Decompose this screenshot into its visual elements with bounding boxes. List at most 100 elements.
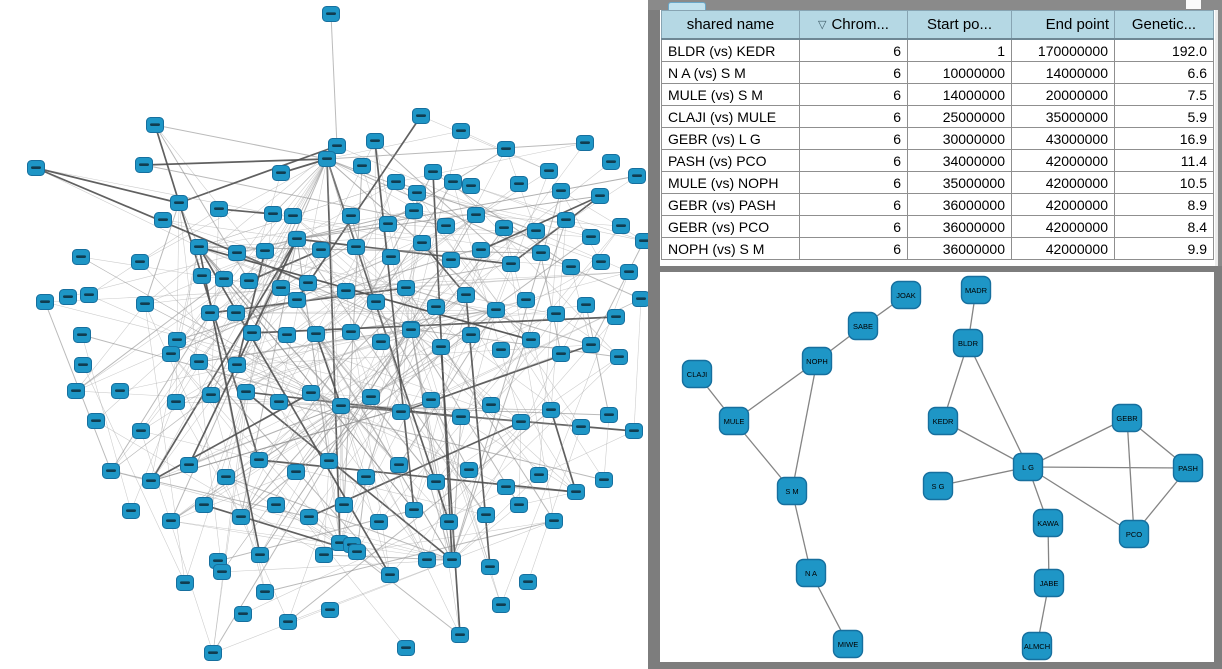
network-node[interactable] xyxy=(592,254,610,270)
network-node[interactable] xyxy=(612,218,630,234)
network-node[interactable] xyxy=(379,216,397,232)
network-node[interactable] xyxy=(552,183,570,199)
network-node-claji[interactable]: CLAJI xyxy=(681,359,713,389)
network-node[interactable] xyxy=(288,292,306,308)
network-node[interactable] xyxy=(495,220,513,236)
cell-shared-name[interactable]: MULE (vs) S M xyxy=(661,83,800,106)
network-node[interactable] xyxy=(256,584,274,600)
network-node[interactable] xyxy=(442,252,460,268)
network-node[interactable] xyxy=(256,243,274,259)
network-node[interactable] xyxy=(492,342,510,358)
network-node-pco[interactable]: PCO xyxy=(1118,519,1150,549)
cell-value[interactable]: 42000000 xyxy=(1011,149,1115,172)
cell-value[interactable]: 35000000 xyxy=(1011,105,1115,128)
network-node[interactable] xyxy=(547,306,565,322)
network-node[interactable] xyxy=(328,138,346,154)
network-node[interactable] xyxy=(162,346,180,362)
cell-value[interactable]: 6 xyxy=(799,171,908,194)
network-node[interactable] xyxy=(201,305,219,321)
network-node[interactable] xyxy=(372,334,390,350)
network-node[interactable] xyxy=(264,206,282,222)
table-row[interactable]: GEBR (vs) PCO 6 36000000 42000000 8.4 xyxy=(661,215,1214,238)
network-node[interactable] xyxy=(36,294,54,310)
network-node[interactable] xyxy=(322,6,340,22)
network-node[interactable] xyxy=(387,174,405,190)
cell-value[interactable]: 14000000 xyxy=(907,83,1012,106)
network-node[interactable] xyxy=(237,384,255,400)
cell-value[interactable]: 42000000 xyxy=(1011,171,1115,194)
network-node[interactable] xyxy=(405,203,423,219)
network-node[interactable] xyxy=(497,479,515,495)
network-node[interactable] xyxy=(390,457,408,473)
network-node[interactable] xyxy=(367,294,385,310)
network-node[interactable] xyxy=(195,497,213,513)
network-node[interactable] xyxy=(312,242,330,258)
network-node[interactable] xyxy=(595,472,613,488)
network-node[interactable] xyxy=(204,645,222,661)
cell-value[interactable]: 6 xyxy=(799,83,908,106)
network-node[interactable] xyxy=(353,158,371,174)
network-node[interactable] xyxy=(381,567,399,583)
network-node[interactable] xyxy=(413,235,431,251)
cell-shared-name[interactable]: GEBR (vs) PCO xyxy=(661,215,800,238)
network-node-n-a[interactable]: N A xyxy=(795,558,827,588)
cell-value[interactable]: 43000000 xyxy=(1011,127,1115,150)
network-node[interactable] xyxy=(572,419,590,435)
network-node-almch[interactable]: ALMCH xyxy=(1021,631,1053,661)
network-node[interactable] xyxy=(243,325,261,341)
network-node-s-g[interactable]: S G xyxy=(922,471,954,501)
network-node[interactable] xyxy=(620,264,638,280)
network-node[interactable] xyxy=(492,597,510,613)
network-node-kedr[interactable]: KEDR xyxy=(927,406,959,436)
cell-value[interactable]: 34000000 xyxy=(907,149,1012,172)
network-node[interactable] xyxy=(102,463,120,479)
column-header-end-point[interactable]: End point xyxy=(1011,10,1115,40)
network-node[interactable] xyxy=(510,497,528,513)
network-node[interactable] xyxy=(227,305,245,321)
network-node[interactable] xyxy=(162,513,180,529)
network-node[interactable] xyxy=(87,413,105,429)
network-node[interactable] xyxy=(347,239,365,255)
network-node-kawa[interactable]: KAWA xyxy=(1032,508,1064,538)
network-node[interactable] xyxy=(335,497,353,513)
network-node[interactable] xyxy=(342,324,360,340)
network-node[interactable] xyxy=(215,271,233,287)
network-node-mule[interactable]: MULE xyxy=(718,406,750,436)
network-node[interactable] xyxy=(154,212,172,228)
network-node[interactable] xyxy=(432,339,450,355)
network-node[interactable] xyxy=(408,185,426,201)
network-node[interactable] xyxy=(392,404,410,420)
cell-value[interactable]: 8.9 xyxy=(1114,193,1214,216)
network-node[interactable] xyxy=(472,242,490,258)
table-row[interactable]: CLAJI (vs) MULE 6 25000000 35000000 5.9 xyxy=(661,105,1214,128)
network-node[interactable] xyxy=(562,259,580,275)
cell-value[interactable]: 20000000 xyxy=(1011,83,1115,106)
network-node[interactable] xyxy=(251,547,269,563)
network-node[interactable] xyxy=(72,249,90,265)
network-node[interactable] xyxy=(318,151,336,167)
subnetwork-canvas[interactable]: JOAK SABE NOPH CLAJI MULE S M N A MIWE MADR BLDR K… xyxy=(660,272,1214,662)
network-node[interactable] xyxy=(443,552,461,568)
cell-value[interactable]: 35000000 xyxy=(907,171,1012,194)
network-node[interactable] xyxy=(582,337,600,353)
network-node[interactable] xyxy=(299,275,317,291)
network-node[interactable] xyxy=(444,174,462,190)
network-node[interactable] xyxy=(542,402,560,418)
network-node[interactable] xyxy=(321,602,339,618)
network-node[interactable] xyxy=(80,287,98,303)
network-node[interactable] xyxy=(427,299,445,315)
network-node[interactable] xyxy=(460,462,478,478)
cell-value[interactable]: 36000000 xyxy=(907,237,1012,260)
network-node-bldr[interactable]: BLDR xyxy=(952,328,984,358)
network-node[interactable] xyxy=(370,514,388,530)
cell-value[interactable]: 42000000 xyxy=(1011,193,1115,216)
table-row[interactable]: BLDR (vs) KEDR 6 1 170000000 192.0 xyxy=(661,38,1214,62)
network-node[interactable] xyxy=(481,559,499,575)
main-network-canvas[interactable] xyxy=(0,0,650,669)
network-node[interactable] xyxy=(397,280,415,296)
cell-value[interactable]: 8.4 xyxy=(1114,215,1214,238)
network-node[interactable] xyxy=(217,469,235,485)
network-node[interactable] xyxy=(424,164,442,180)
network-node[interactable] xyxy=(519,574,537,590)
network-node[interactable] xyxy=(532,245,550,261)
